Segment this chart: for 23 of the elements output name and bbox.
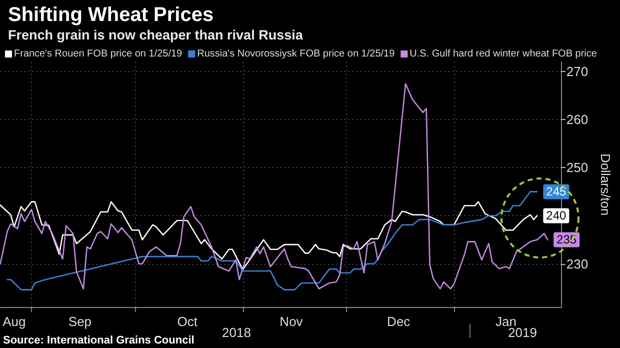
- x-tick-label: Sep: [68, 314, 92, 329]
- y-tick-label: 250: [566, 160, 588, 176]
- data-label: 240: [546, 208, 567, 223]
- x-tick-label: Oct: [177, 314, 198, 329]
- x-tick-label: Nov: [280, 314, 304, 329]
- y-tick-label: 260: [566, 112, 588, 128]
- data-label: 245: [546, 184, 567, 199]
- legend-label: France's Rouen FOB price on 1/25/19: [14, 48, 183, 60]
- y-axis-title: Dollars/ton: [598, 153, 613, 216]
- line-series: [0, 201, 538, 270]
- source-note: Source: International Grains Council: [3, 334, 194, 346]
- text: 2018: [222, 325, 251, 340]
- x-tick-label: Dec: [387, 314, 411, 329]
- legend-label: Russia's Novorossiysk FOB price on 1/25/19: [197, 48, 396, 60]
- line-series: [0, 82, 548, 290]
- y-tick-label: 270: [566, 64, 588, 80]
- y-tick-label: 230: [566, 256, 588, 272]
- legend-label: U.S. Gulf hard red winter wheat FOB price: [410, 48, 598, 60]
- data-label: 235: [556, 232, 577, 247]
- chart-title: Shifting Wheat Prices: [8, 4, 214, 26]
- chart-subtitle: French grain is now cheaper than rival Russia: [8, 28, 304, 42]
- x-tick-label: Aug: [2, 314, 26, 329]
- line-series: [6, 191, 538, 290]
